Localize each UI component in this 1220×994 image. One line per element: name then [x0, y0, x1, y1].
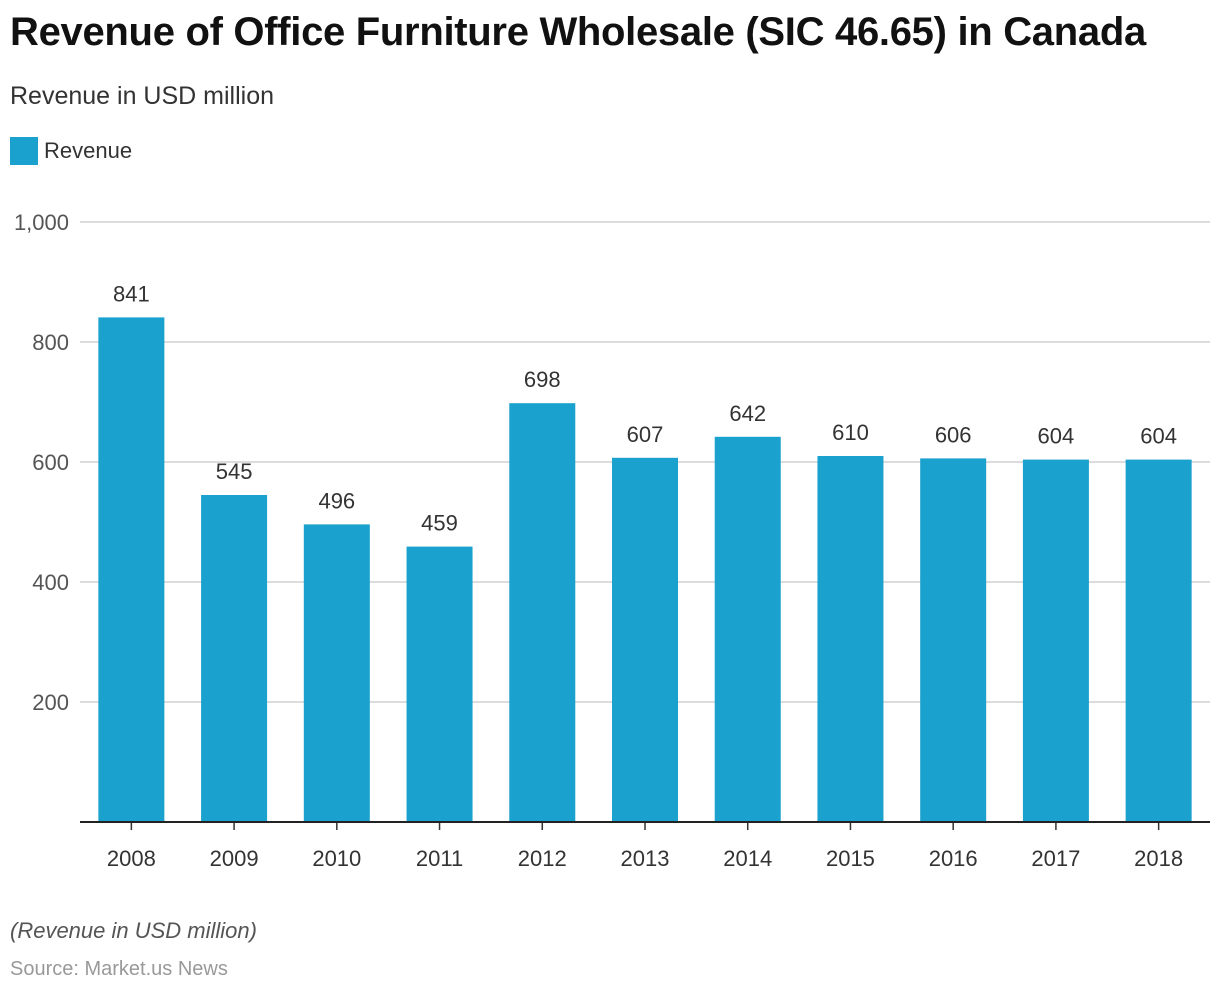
data-label: 610	[832, 420, 869, 445]
bar	[303, 524, 370, 822]
x-tick-label: 2013	[621, 846, 670, 871]
bar	[406, 546, 473, 822]
data-label: 698	[524, 367, 561, 392]
data-label: 459	[421, 511, 458, 536]
legend-label: Revenue	[44, 138, 133, 163]
chart-note: (Revenue in USD million)	[10, 918, 257, 943]
x-tick-label: 2018	[1134, 846, 1183, 871]
x-tick-label: 2008	[107, 846, 156, 871]
y-tick-label: 600	[32, 450, 69, 475]
legend-swatch	[10, 137, 38, 165]
data-label: 606	[935, 422, 972, 447]
bar	[612, 457, 678, 822]
bar	[98, 317, 165, 822]
bar	[920, 458, 987, 822]
data-label: 496	[318, 488, 355, 513]
chart-subtitle: Revenue in USD million	[10, 82, 275, 110]
data-label: 545	[216, 459, 253, 484]
data-label: 607	[627, 422, 664, 447]
bar	[714, 436, 781, 822]
legend: Revenue	[10, 137, 132, 165]
y-tick-label: 800	[32, 330, 69, 355]
x-tick-label: 2017	[1031, 846, 1080, 871]
y-tick-label: 200	[32, 690, 69, 715]
data-label: 841	[113, 281, 150, 306]
bar	[201, 495, 268, 822]
bar	[509, 403, 576, 822]
y-tick-label: 400	[32, 570, 69, 595]
y-tick-label: 1,000	[14, 210, 69, 235]
bar	[1022, 459, 1089, 822]
x-tick-label: 2011	[416, 846, 463, 871]
x-tick-label: 2010	[312, 846, 361, 871]
x-tick-label: 2016	[929, 846, 978, 871]
data-label: 604	[1140, 424, 1177, 449]
data-label: 642	[729, 401, 766, 426]
axes: 200 400 600 800 1,000 2008 2009 2010 2011 2012 201…	[14, 210, 1210, 871]
data-label: 604	[1038, 424, 1075, 449]
chart-source: Source: Market.us News	[10, 958, 228, 980]
x-tick-label: 2014	[723, 846, 772, 871]
x-tick-label: 2012	[518, 846, 567, 871]
bar	[817, 456, 884, 822]
x-tick-label: 2009	[210, 846, 259, 871]
bar	[1125, 459, 1192, 822]
x-tick-label: 2015	[826, 846, 875, 871]
bars: 841 545 496 459 698 607 642 610 606 604 604	[98, 281, 1192, 822]
chart-title: Revenue of Office Furniture Wholesale (S…	[10, 10, 1146, 54]
